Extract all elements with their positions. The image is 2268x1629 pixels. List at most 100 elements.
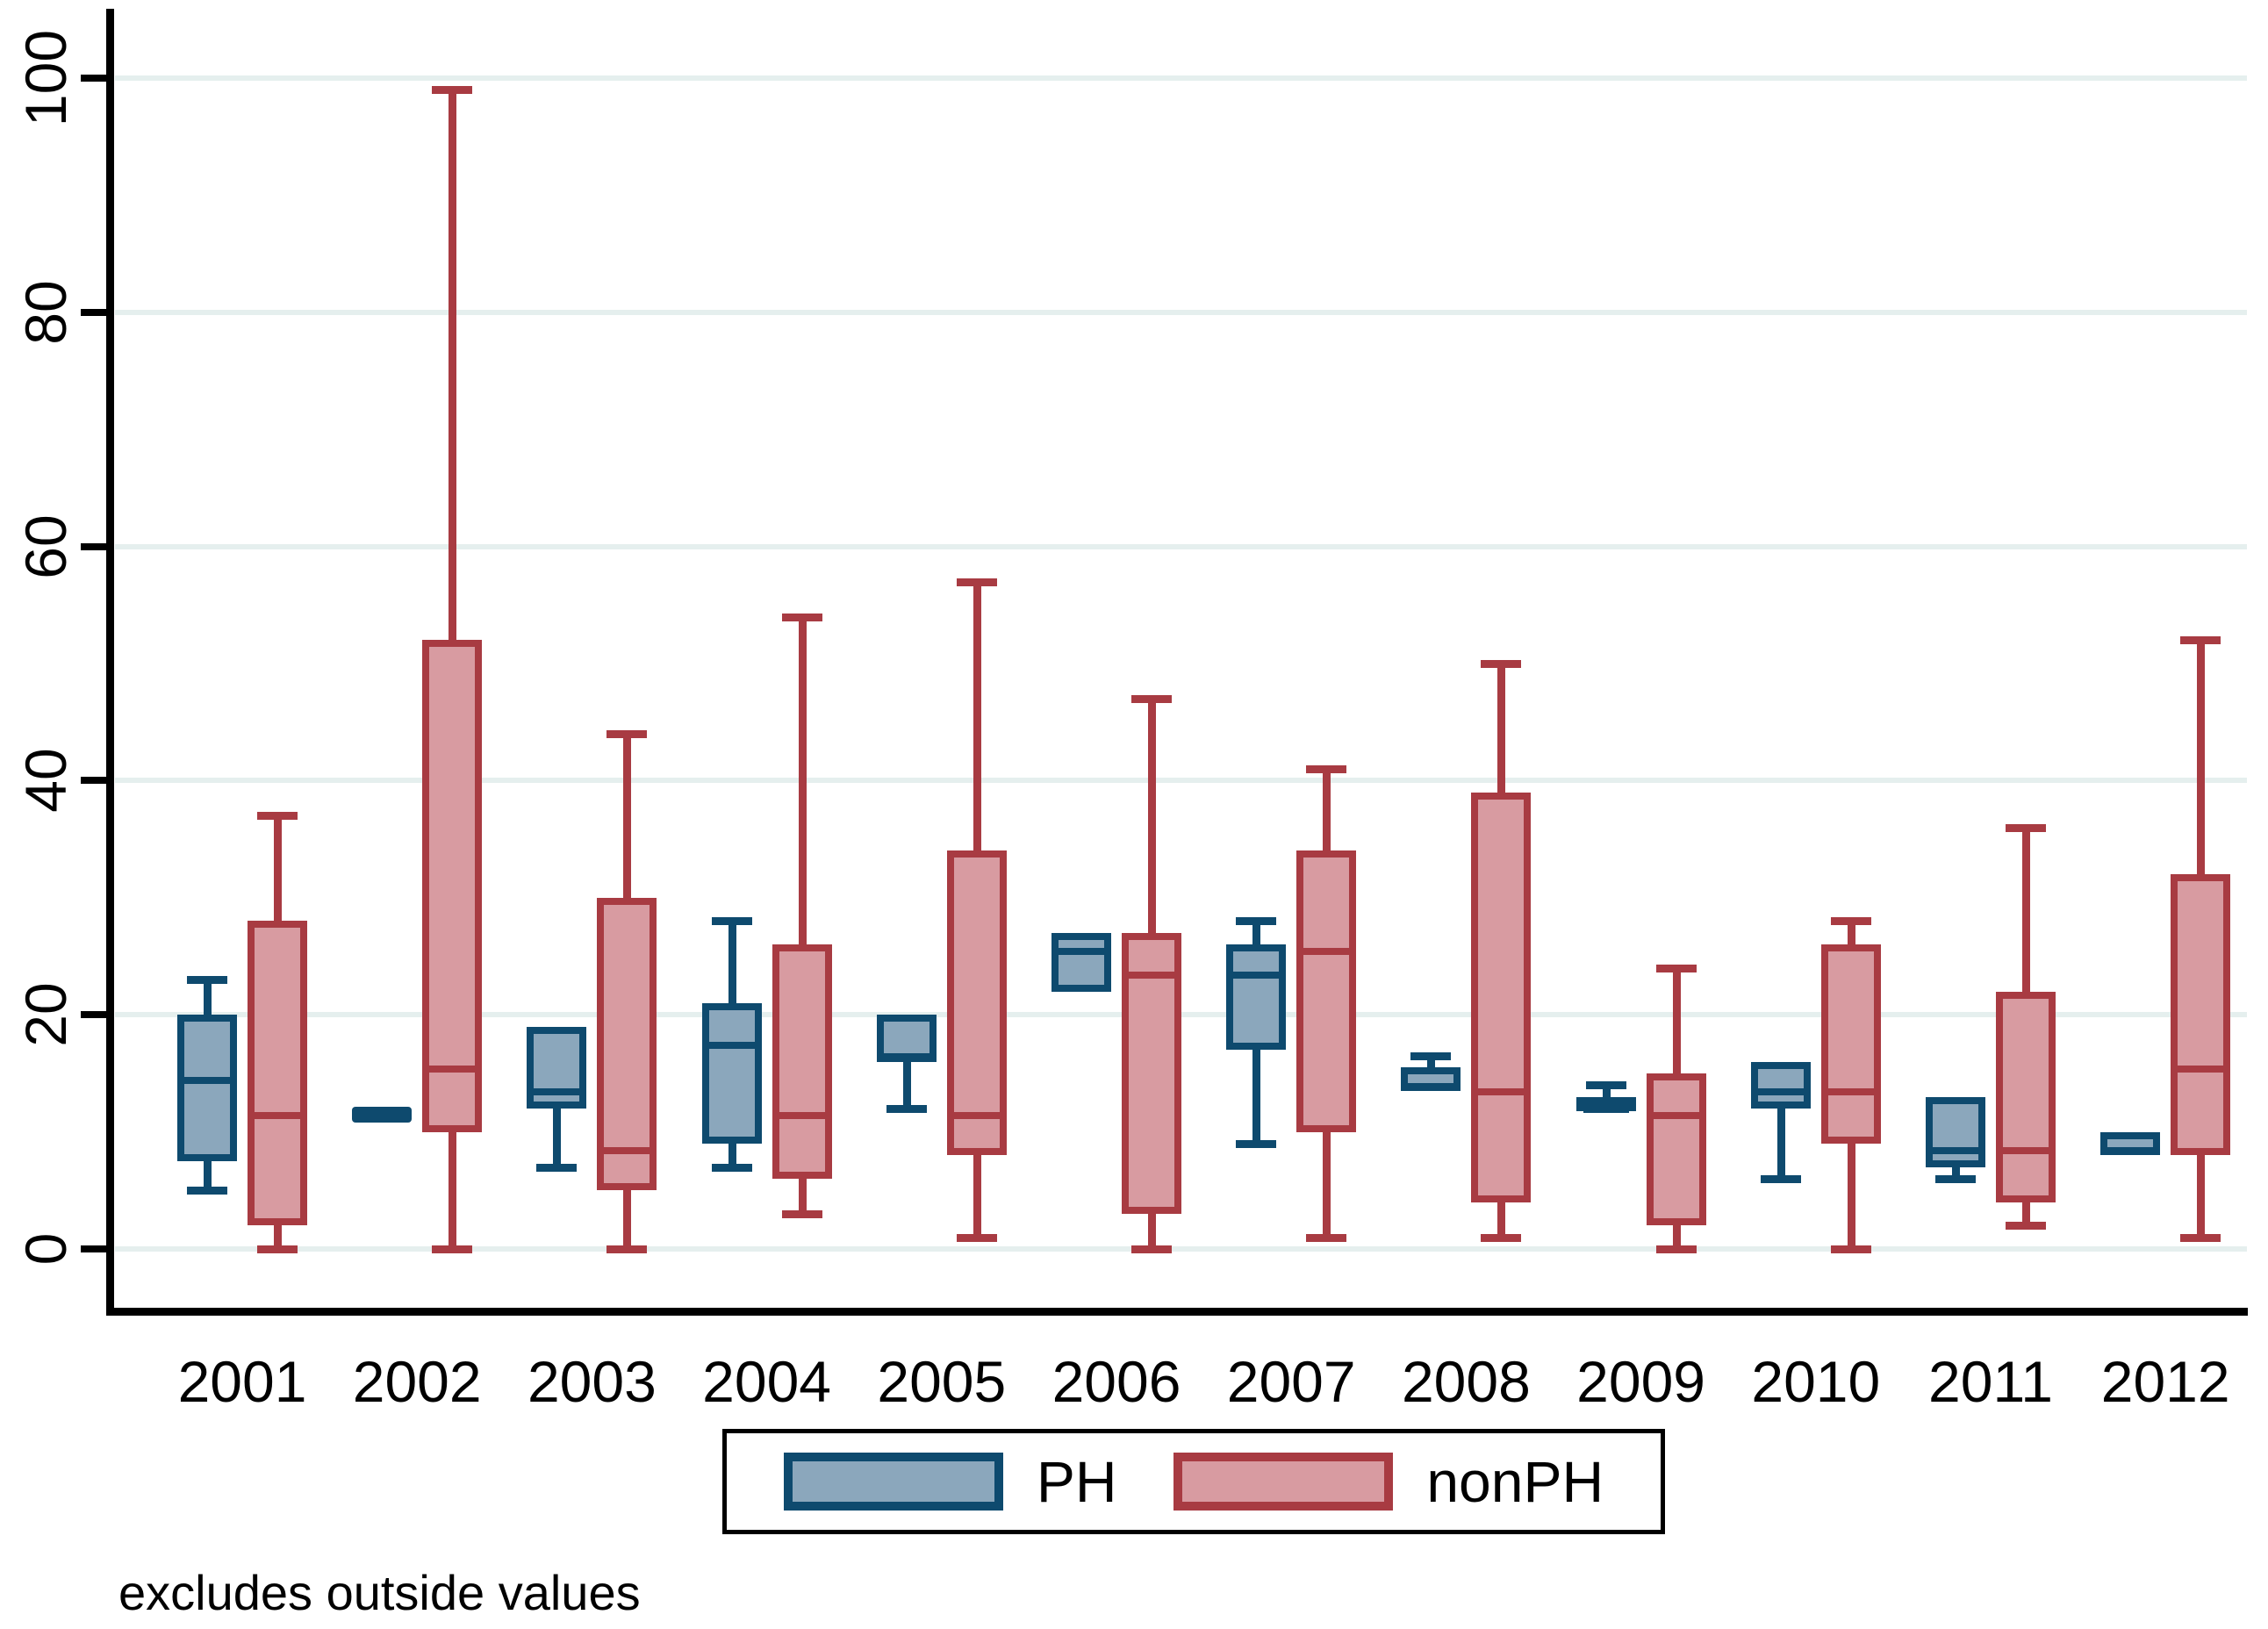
whisker-lower-stem-PH-2003 [553,1108,562,1167]
whisker-upper-cap-nonPH-2011 [2006,823,2046,832]
x-axis-label: 2011 [1928,1349,2053,1414]
median-line-nonPH-2012 [2178,1065,2224,1073]
nonph-swatch [1173,1453,1394,1511]
whisker-lower-stem-nonPH-2001 [274,1225,282,1249]
chart-footnote: excludes outside values [118,1565,641,1620]
whisker-lower-stem-PH-2011 [1952,1166,1960,1179]
y-axis-label: 80 [13,280,78,345]
whisker-upper-cap-PH-2001 [187,976,227,985]
whisker-upper-stem-nonPH-2005 [973,581,981,851]
whisker-lower-cap-PH-2010 [1760,1174,1801,1183]
x-axis-label: 2009 [1576,1349,1705,1414]
x-axis-label: 2010 [1751,1349,1881,1414]
whisker-lower-stem-nonPH-2009 [1672,1225,1681,1249]
x-axis-label: 2005 [877,1349,1007,1414]
whisker-lower-stem-nonPH-2006 [1148,1213,1156,1249]
x-axis-label: 2012 [2100,1349,2230,1414]
whisker-lower-stem-PH-2007 [1252,1050,1261,1144]
box-nonPH-2006 [1122,932,1181,1214]
whisker-lower-stem-nonPH-2012 [2197,1155,2206,1238]
median-line-nonPH-2005 [953,1111,1000,1119]
whisker-upper-cap-nonPH-2009 [1655,964,1697,972]
box-nonPH-2009 [1646,1073,1706,1226]
legend-label-nonph: nonPH [1426,1449,1604,1514]
box-nonPH-2001 [248,921,307,1226]
median-line-PH-2008 [1408,1082,1454,1090]
median-line-nonPH-2003 [604,1146,650,1154]
box-nonPH-2002 [422,640,483,1132]
whisker-upper-stem-PH-2009 [1602,1085,1611,1097]
y-axis-label: 40 [13,748,78,814]
whisker-lower-cap-nonPH-2003 [606,1245,648,1253]
box-nonPH-2005 [946,850,1007,1156]
whisker-lower-stem-nonPH-2005 [973,1155,981,1238]
whisker-upper-cap-nonPH-2006 [1131,695,1172,704]
median-line-PH-2012 [2107,1146,2154,1154]
ph-swatch [783,1453,1003,1511]
whisker-lower-cap-PH-2007 [1236,1139,1277,1148]
box-PH-2010 [1750,1061,1811,1109]
whisker-lower-cap-PH-2003 [536,1163,578,1172]
x-axis-label: 2004 [702,1349,831,1414]
whisker-upper-cap-nonPH-2005 [956,578,997,586]
whisker-upper-stem-nonPH-2001 [274,815,282,922]
whisker-lower-stem-nonPH-2008 [1497,1202,1506,1238]
box-PH-2007 [1226,944,1287,1051]
legend-label-ph: PH [1036,1449,1117,1514]
box-PH-2008 [1401,1067,1461,1091]
y-axis-label: 0 [13,1232,78,1266]
whisker-lower-cap-nonPH-2009 [1655,1245,1697,1253]
x-axis-label: 2008 [1401,1349,1531,1414]
whisker-lower-cap-PH-2011 [1935,1174,1976,1183]
gridline [115,75,2247,81]
whisker-lower-stem-nonPH-2004 [798,1178,807,1214]
legend-item-ph: PH [783,1448,1117,1515]
whisker-upper-cap-PH-2004 [711,917,752,926]
whisker-lower-stem-PH-2005 [902,1061,911,1109]
box-nonPH-2007 [1296,850,1357,1132]
whisker-upper-stem-nonPH-2008 [1497,664,1506,793]
box-PH-2004 [701,1002,762,1144]
y-axis-label: 60 [13,513,78,579]
whisker-lower-cap-nonPH-2008 [1481,1233,1522,1242]
legend: PH nonPH [722,1429,1665,1534]
box-nonPH-2012 [2171,874,2231,1156]
whisker-lower-stem-nonPH-2007 [1323,1131,1331,1238]
whisker-lower-stem-nonPH-2003 [623,1190,632,1249]
box-nonPH-2003 [597,897,657,1191]
whisker-upper-stem-nonPH-2006 [1148,699,1156,933]
median-line-PH-2001 [184,1076,230,1084]
whisker-upper-stem-nonPH-2012 [2197,640,2206,875]
whisker-upper-stem-nonPH-2010 [1847,921,1855,945]
gridline [115,1246,2247,1252]
whisker-lower-cap-nonPH-2002 [432,1245,473,1253]
y-axis-tick [81,75,111,82]
y-axis-tick [81,1245,111,1252]
box-flat-PH-2002 [352,1106,413,1123]
whisker-upper-cap-PH-2007 [1236,917,1277,926]
whisker-upper-cap-nonPH-2001 [257,812,298,821]
whisker-lower-stem-nonPH-2010 [1847,1143,1855,1249]
whisker-lower-cap-nonPH-2006 [1131,1245,1172,1253]
gridline [115,543,2247,549]
whisker-upper-cap-nonPH-2002 [432,86,473,95]
box-nonPH-2008 [1471,792,1532,1202]
whisker-upper-stem-nonPH-2003 [623,734,632,898]
whisker-upper-cap-nonPH-2010 [1830,917,1871,926]
whisker-lower-cap-nonPH-2001 [257,1245,298,1253]
whisker-upper-stem-PH-2007 [1252,921,1261,945]
median-line-nonPH-2006 [1129,971,1174,979]
median-line-nonPH-2001 [255,1111,300,1119]
whisker-lower-cap-nonPH-2007 [1306,1233,1347,1242]
median-line-PH-2004 [708,1041,755,1049]
whisker-upper-stem-nonPH-2004 [798,616,807,945]
median-line-PH-2010 [1757,1088,1804,1096]
box-nonPH-2011 [1996,991,2056,1202]
median-line-PH-2003 [534,1088,580,1096]
box-PH-2006 [1051,932,1111,992]
legend-item-nonph: nonPH [1173,1448,1604,1515]
whisker-upper-stem-nonPH-2009 [1672,967,1681,1073]
box-nonPH-2010 [1820,944,1881,1144]
median-line-nonPH-2010 [1827,1088,1874,1096]
whisker-upper-cap-nonPH-2008 [1481,660,1522,668]
